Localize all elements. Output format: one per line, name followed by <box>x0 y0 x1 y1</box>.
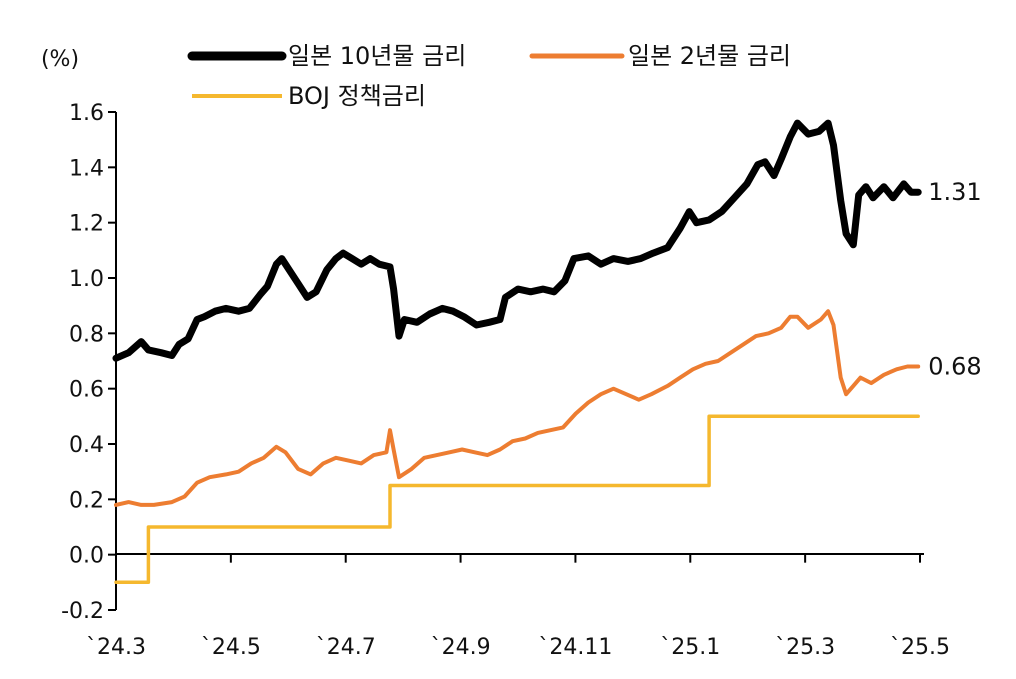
x-tick-label: `25.1 <box>660 635 720 660</box>
end-label-10y: 1.31 <box>928 178 981 206</box>
x-tick-label: `24.3 <box>86 635 146 660</box>
y-tick-label: 0.2 <box>69 488 104 513</box>
series-line-2y <box>114 309 921 507</box>
y-tick-label: 1.2 <box>69 212 104 237</box>
y-ticks: 1.6 1.4 1.2 1.0 0.8 0.6 0.4 0.2 0.0 -0.2 <box>61 101 116 624</box>
x-tick-label: `25.3 <box>775 635 835 660</box>
legend: 일본 10년물 금리 일본 2년물 금리 BOJ 정책금리 <box>187 42 791 110</box>
y-tick-label: 0.4 <box>69 433 104 458</box>
y-tick-label: -0.2 <box>61 599 104 624</box>
y-tick-label: 1.0 <box>69 267 104 292</box>
legend-label-10y: 일본 10년물 금리 <box>288 42 466 70</box>
y-tick-label: 0.8 <box>69 322 104 347</box>
legend-label-2y: 일본 2년물 금리 <box>628 42 791 70</box>
y-tick-label: 0.6 <box>69 378 104 403</box>
series-line-10y <box>112 119 922 362</box>
x-tick-label: `24.5 <box>201 635 261 660</box>
x-tick-label: `25.5 <box>890 635 950 660</box>
x-tick-label: `24.11 <box>538 635 612 660</box>
legend-label-boj: BOJ 정책금리 <box>288 82 426 110</box>
x-ticks: `24.3 `24.5 `24.7 `24.9 `24.11 `25.1 `25.3 `25.… <box>86 554 950 660</box>
end-label-2y: 0.68 <box>928 353 981 381</box>
series-line-boj <box>114 414 920 585</box>
series-layer <box>112 119 922 585</box>
x-tick-label: `24.9 <box>431 635 491 660</box>
x-tick-label: `24.7 <box>316 635 376 660</box>
y-tick-label: 1.4 <box>69 156 104 181</box>
y-tick-label: 0.0 <box>69 544 104 569</box>
y-unit-label: (%) <box>41 47 79 72</box>
y-tick-label: 1.6 <box>69 101 104 126</box>
